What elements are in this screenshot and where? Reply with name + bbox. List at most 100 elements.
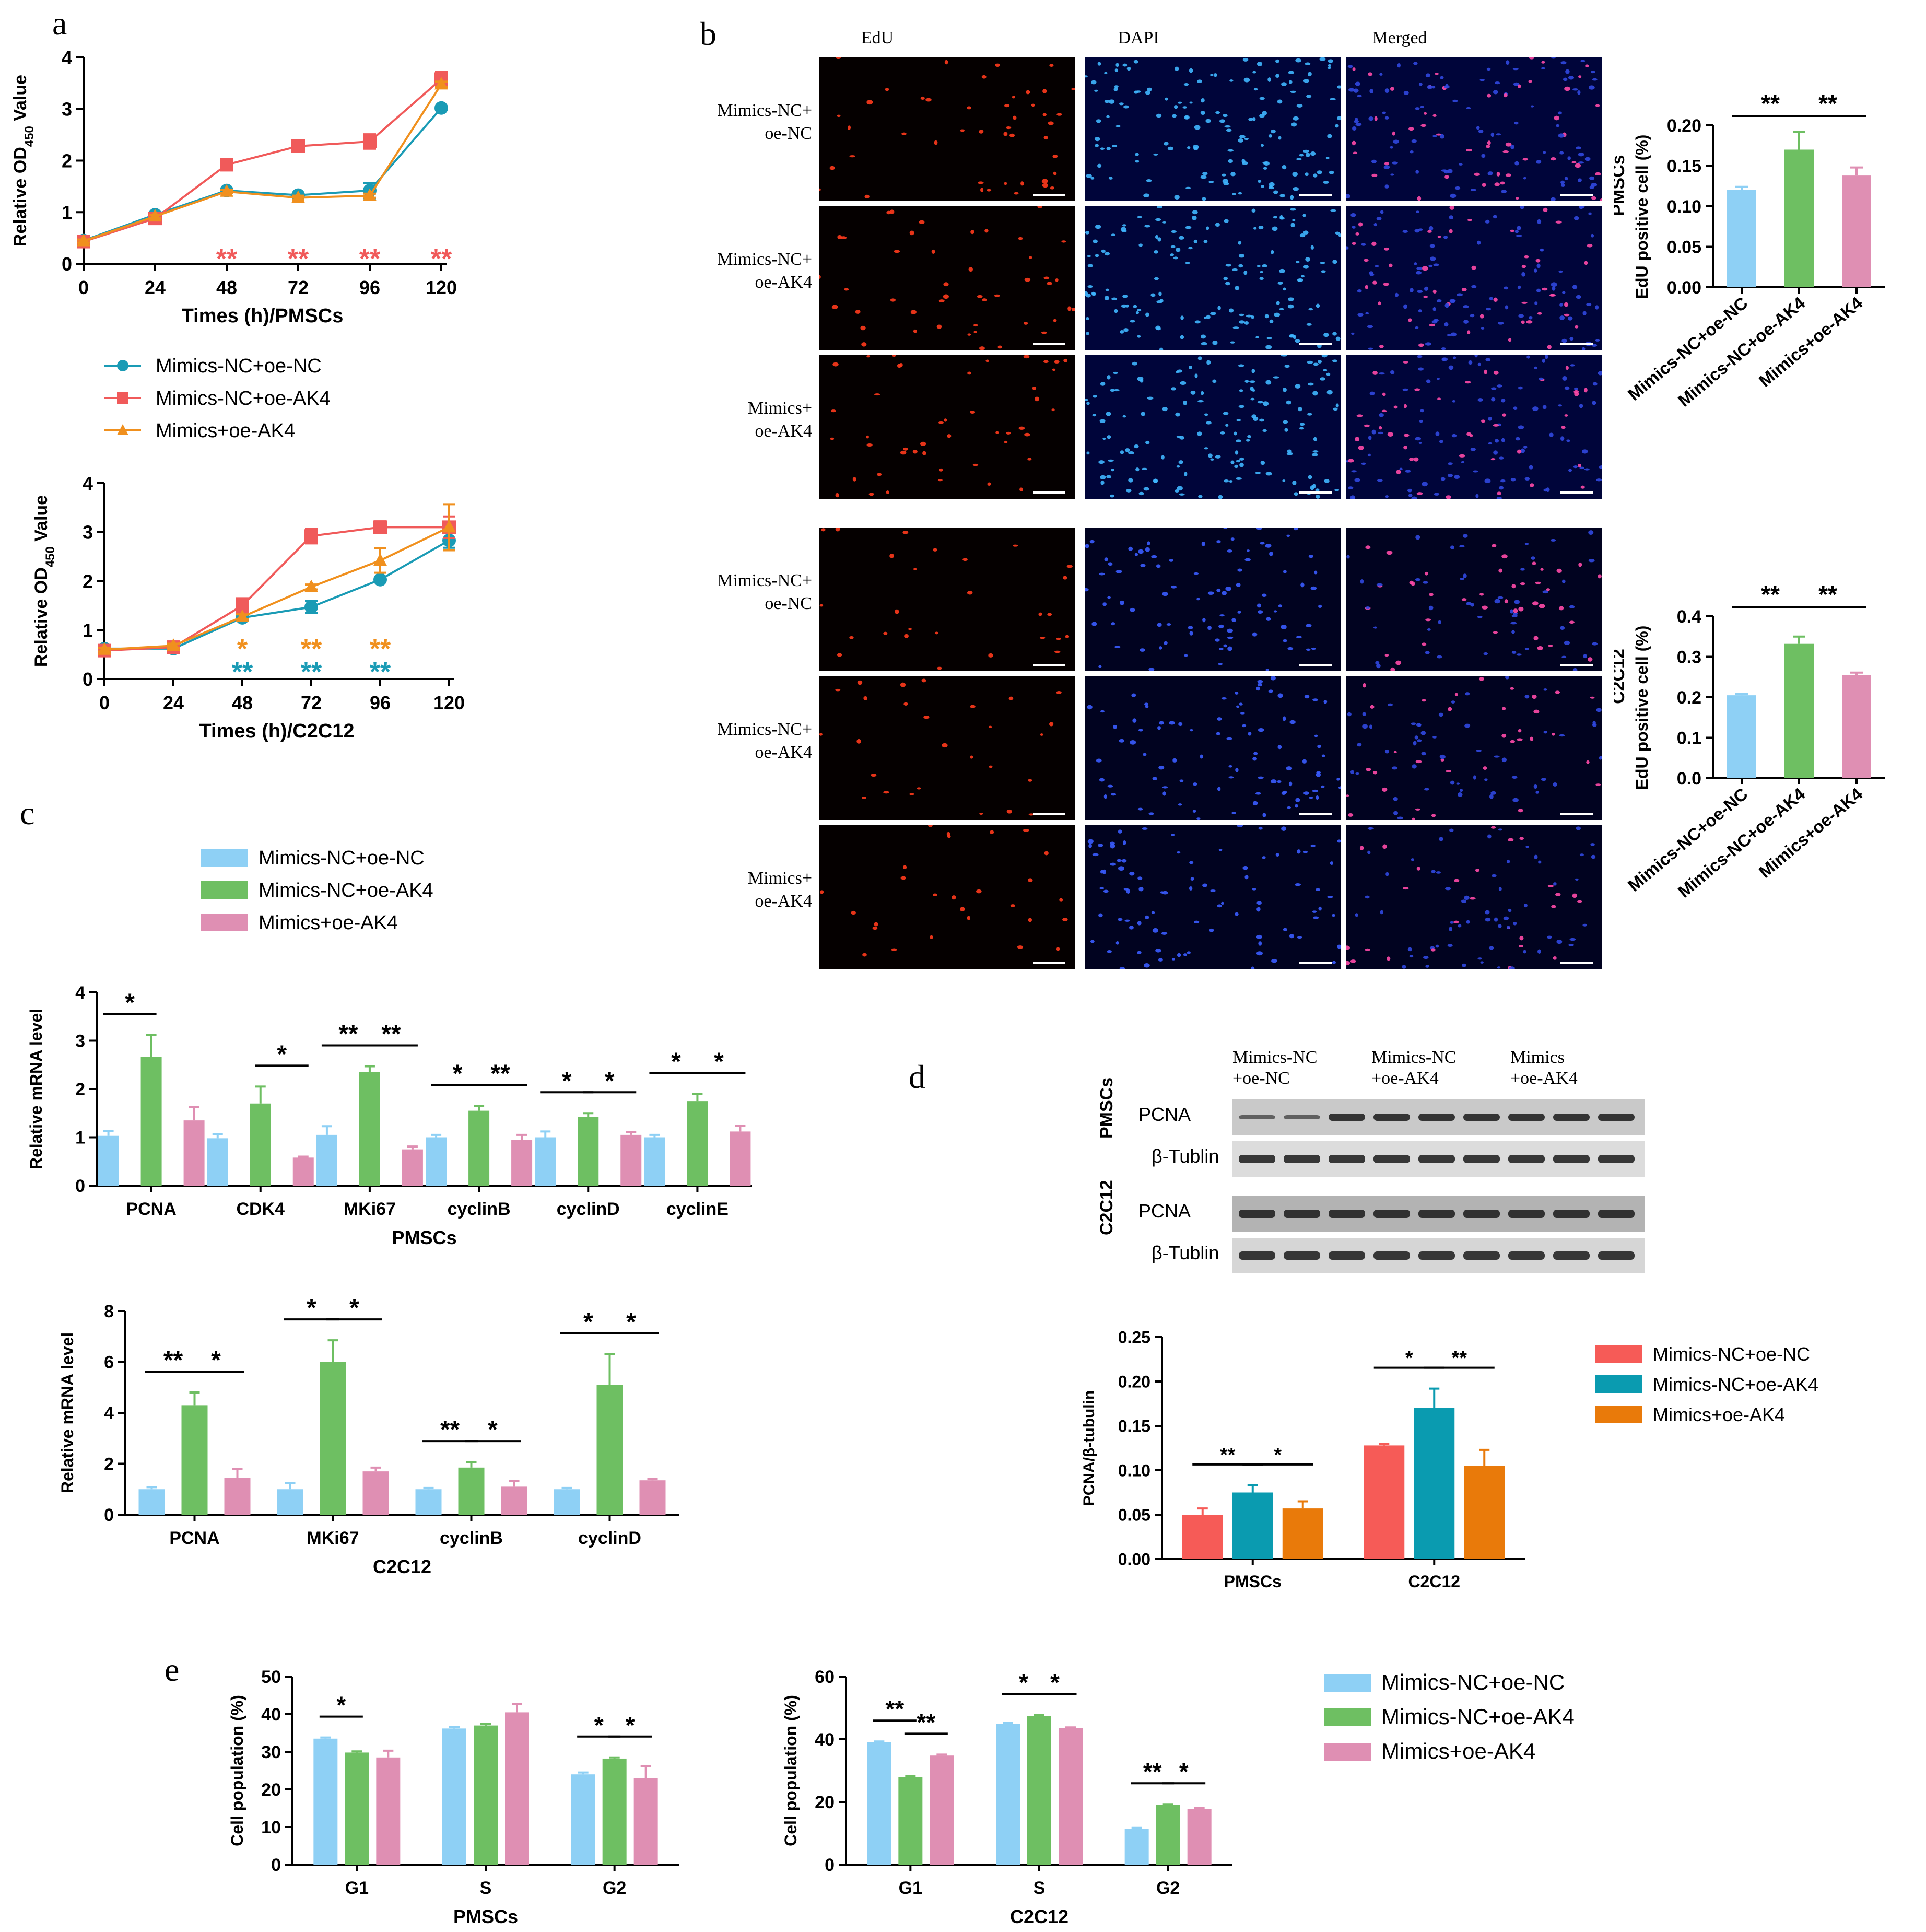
cell-nucleus xyxy=(1271,250,1274,254)
cell-nucleus xyxy=(1265,669,1270,671)
cell-nucleus xyxy=(1477,362,1482,366)
cell-nucleus xyxy=(1432,114,1437,117)
cell-nucleus xyxy=(1315,495,1320,499)
cell-nucleus xyxy=(1559,315,1565,320)
cell-nucleus xyxy=(1493,90,1498,95)
cell-nucleus xyxy=(1352,140,1356,146)
cell-nucleus xyxy=(984,229,989,233)
x-tick-label: 96 xyxy=(370,692,391,713)
cell-nucleus xyxy=(1028,918,1032,922)
x-tick-label: 24 xyxy=(145,277,166,298)
wb-blot-strip xyxy=(1232,1099,1645,1135)
cell-nucleus xyxy=(1412,817,1416,820)
legend-marker xyxy=(117,392,128,404)
cell-nucleus xyxy=(1454,879,1460,883)
cell-nucleus xyxy=(1299,154,1305,157)
cell-nucleus xyxy=(1224,479,1229,483)
cell-nucleus xyxy=(1276,301,1280,305)
cell-nucleus xyxy=(1313,437,1317,441)
cell-nucleus xyxy=(1132,718,1137,723)
cell-nucleus xyxy=(1492,544,1497,548)
cell-nucleus xyxy=(1526,320,1533,324)
wb-band xyxy=(1598,1210,1635,1218)
cell-nucleus xyxy=(1423,295,1428,298)
cell-nucleus xyxy=(1384,162,1389,166)
cell-nucleus xyxy=(917,787,921,790)
cell-nucleus xyxy=(1320,377,1325,381)
cell-nucleus xyxy=(1454,693,1458,696)
cell-nucleus xyxy=(1594,172,1601,176)
cell-nucleus xyxy=(835,493,839,498)
cell-nucleus xyxy=(1191,215,1197,220)
cell-nucleus xyxy=(1466,920,1470,924)
cell-nucleus xyxy=(1013,544,1018,547)
bar xyxy=(620,1134,642,1186)
wb-band xyxy=(1239,1155,1275,1163)
cell-nucleus xyxy=(1133,305,1137,308)
cell-nucleus xyxy=(1041,331,1047,334)
cell-nucleus xyxy=(1443,236,1448,239)
cell-nucleus xyxy=(1238,364,1244,367)
cell-nucleus xyxy=(1256,951,1263,956)
cell-nucleus xyxy=(937,666,942,670)
wb-band xyxy=(1418,1251,1455,1260)
cell-nucleus xyxy=(1126,66,1131,71)
y-tick-label: 1 xyxy=(62,202,72,223)
cell-nucleus xyxy=(1395,660,1402,665)
cell-nucleus xyxy=(1552,286,1556,291)
cell-nucleus xyxy=(1411,581,1415,586)
scale-bar xyxy=(1299,343,1332,345)
cell-nucleus xyxy=(1579,853,1584,857)
cell-nucleus xyxy=(1317,170,1322,174)
y-tick-label: 60 xyxy=(815,1667,835,1687)
cell-nucleus xyxy=(1364,259,1369,262)
cell-nucleus xyxy=(1226,737,1232,740)
cell-nucleus xyxy=(1210,889,1216,892)
y-tick-label: 0 xyxy=(83,669,93,690)
x-axis-label: Times (h)/PMSCs xyxy=(182,305,344,327)
cell-nucleus xyxy=(1327,134,1332,138)
cell-nucleus xyxy=(1278,136,1282,140)
cell-nucleus xyxy=(978,181,984,184)
cell-nucleus xyxy=(1450,780,1455,785)
cell-nucleus xyxy=(1197,356,1202,360)
legend-label: Mimics-NC+oe-NC xyxy=(1381,1670,1565,1694)
cell-nucleus xyxy=(1351,332,1355,335)
cell-nucleus xyxy=(1519,837,1524,840)
cell-nucleus xyxy=(1522,158,1529,161)
cell-nucleus xyxy=(990,830,994,835)
wb-band xyxy=(1598,1155,1635,1163)
wb-column-label-line1: Mimics xyxy=(1510,1048,1565,1067)
cell-nucleus xyxy=(1268,186,1274,190)
wb-band xyxy=(1463,1210,1500,1218)
cell-nucleus xyxy=(1135,311,1140,314)
cell-nucleus xyxy=(1202,197,1206,201)
cell-nucleus xyxy=(1453,920,1459,924)
cell-nucleus xyxy=(1557,111,1562,115)
significance-mark: * xyxy=(125,989,135,1016)
cell-nucleus xyxy=(1379,372,1385,375)
cell-nucleus xyxy=(1253,227,1257,230)
cell-nucleus xyxy=(1505,173,1511,177)
cell-nucleus xyxy=(1262,401,1269,406)
series-line xyxy=(104,526,450,651)
y-tick-label: 0.4 xyxy=(1677,607,1701,627)
cell-nucleus xyxy=(1229,79,1234,82)
cell-nucleus xyxy=(1372,370,1378,375)
cell-nucleus xyxy=(1426,379,1431,383)
cell-nucleus xyxy=(900,450,907,455)
y-tick-label: 0.2 xyxy=(1677,688,1701,708)
cell-nucleus xyxy=(1532,601,1539,606)
cell-nucleus xyxy=(1110,793,1117,796)
cell-nucleus xyxy=(1131,693,1136,697)
cell-nucleus xyxy=(1336,85,1341,89)
wb-band xyxy=(1373,1155,1410,1163)
cell-nucleus xyxy=(1086,401,1090,405)
cell-nucleus xyxy=(851,910,856,915)
cell-nucleus xyxy=(1584,157,1591,161)
cell-nucleus xyxy=(1371,173,1378,177)
cell-nucleus xyxy=(1494,81,1500,85)
cell-nucleus xyxy=(1499,456,1504,460)
cell-nucleus xyxy=(1337,944,1341,949)
